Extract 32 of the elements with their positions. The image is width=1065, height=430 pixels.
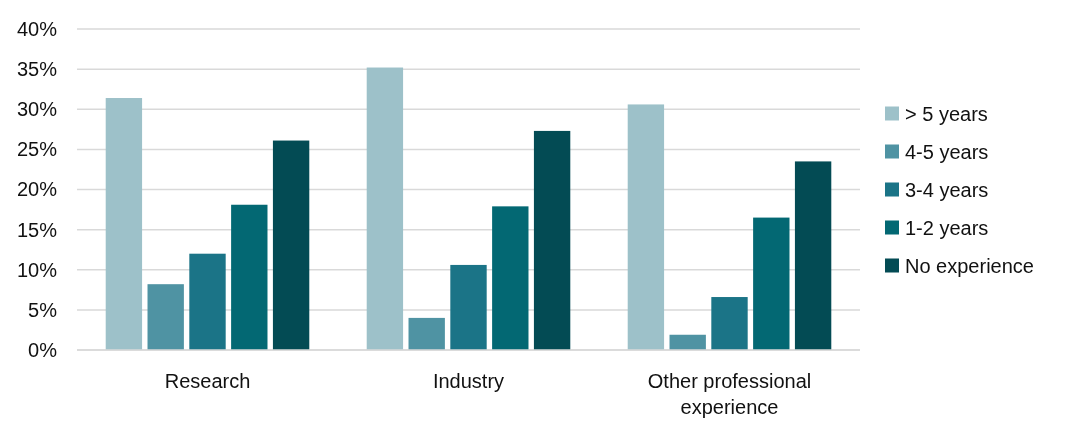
legend-label: No experience xyxy=(905,254,1034,277)
bar xyxy=(669,334,706,350)
bar xyxy=(492,206,529,350)
y-tick-label: 20% xyxy=(16,178,58,201)
bar xyxy=(627,104,665,350)
x-tick-label: Industry xyxy=(432,370,505,392)
bar xyxy=(450,264,487,350)
bar xyxy=(105,98,143,350)
y-tick-label: 0% xyxy=(28,338,58,361)
bar xyxy=(533,130,571,350)
legend-label: 3-4 years xyxy=(905,178,989,201)
bar xyxy=(711,297,748,350)
legend-label: 1-2 years xyxy=(905,216,989,239)
bar xyxy=(753,217,790,350)
y-tick-label: 25% xyxy=(16,138,58,161)
y-tick-label: 30% xyxy=(16,98,58,121)
legend-label: 4-5 years xyxy=(905,140,989,163)
legend-label: > 5 years xyxy=(905,102,988,125)
bar xyxy=(272,140,310,350)
y-tick-label: 5% xyxy=(28,298,58,321)
bar xyxy=(366,67,404,350)
x-tick-label: Other professional experience xyxy=(647,370,812,418)
bar xyxy=(408,317,445,350)
bar xyxy=(231,204,268,350)
bar xyxy=(794,161,832,350)
y-tick-label: 35% xyxy=(16,58,58,81)
x-tick-label: Research xyxy=(164,370,251,392)
bar xyxy=(189,253,226,350)
y-tick-label: 40% xyxy=(16,17,58,40)
y-tick-label: 10% xyxy=(16,258,58,281)
bar xyxy=(147,284,184,350)
y-tick-label: 15% xyxy=(16,218,58,241)
